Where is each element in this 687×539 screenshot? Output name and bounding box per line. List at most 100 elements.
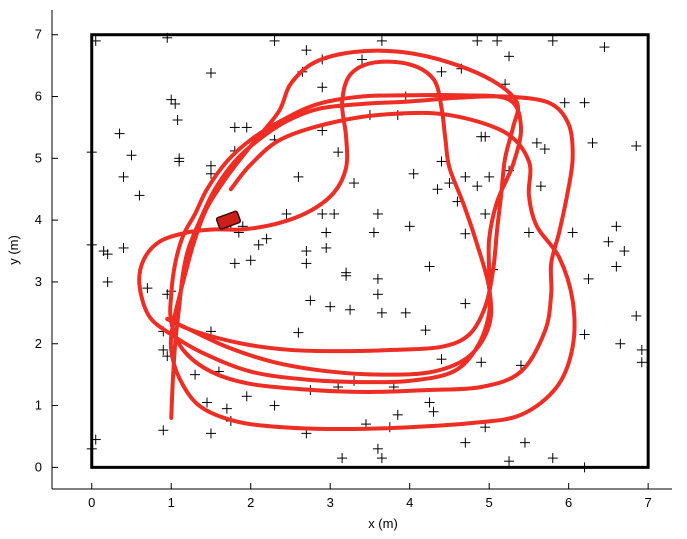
landmark-plus [611, 221, 622, 232]
landmark-plus [325, 301, 336, 312]
landmark-plus [190, 369, 201, 380]
landmark-plus [281, 208, 292, 219]
landmark-plus [472, 181, 483, 192]
landmark-plus [329, 208, 340, 219]
robot-body [215, 210, 242, 230]
landmark-plus [293, 171, 304, 182]
landmark-plus [162, 32, 173, 43]
axes [51, 10, 672, 490]
landmark-plus [484, 171, 495, 182]
landmark-plus [460, 437, 471, 448]
y-tick-label: 3 [35, 274, 42, 289]
landmark-plus [519, 437, 530, 448]
landmark-plus [114, 128, 125, 139]
landmark-plus [205, 168, 216, 179]
landmark-plus [615, 338, 626, 349]
landmark-plus [436, 156, 447, 167]
x-tick-label: 0 [88, 495, 95, 510]
landmark-plus [547, 35, 558, 46]
landmark-plus [241, 122, 252, 133]
landmark-plus [269, 35, 280, 46]
landmark-plus [368, 227, 379, 238]
x-tick-label: 2 [247, 495, 254, 510]
trajectory-line [137, 48, 577, 432]
landmark-plus [480, 131, 491, 142]
landmark-plus [269, 400, 280, 411]
landmark-plus [404, 221, 415, 232]
landmark-plus [436, 354, 447, 365]
landmark-plus [504, 456, 515, 467]
landmark-plus [170, 98, 181, 109]
x-tick-label: 7 [645, 495, 652, 510]
y-tick-label: 1 [35, 398, 42, 413]
landmark-plus [202, 397, 212, 408]
landmark-plus [118, 171, 129, 182]
landmark-plus [376, 453, 387, 464]
y-tick-label: 6 [35, 89, 42, 104]
landmark-plus [400, 307, 411, 318]
landmark-plus [424, 261, 435, 272]
landmark-plus [492, 35, 503, 46]
landmark-plus [599, 42, 610, 53]
landmark-plus [476, 357, 487, 368]
landmark-plus [611, 261, 622, 272]
landmark-plus [392, 409, 403, 420]
landmark-plus [636, 344, 647, 355]
landmark-plus [301, 45, 312, 56]
landmark-plus [172, 115, 183, 126]
landmark-plus [420, 325, 431, 336]
y-tick-label: 2 [35, 336, 42, 351]
x-tick-label: 3 [327, 495, 334, 510]
landmark-plus [436, 66, 447, 77]
landmark-plus [372, 273, 383, 284]
landmark-plus [142, 283, 153, 294]
landmark-plus [86, 147, 97, 158]
landmark-plus [376, 307, 387, 318]
landmark-plus [317, 125, 328, 136]
landmark-plus [372, 289, 383, 300]
x-tick-label: 1 [168, 495, 175, 510]
y-tick-label: 4 [35, 212, 42, 227]
landmark-plus [535, 181, 546, 192]
landmark-plus [428, 406, 439, 417]
landmark-plus [547, 453, 558, 464]
landmark-plus [460, 171, 471, 182]
landmark-plus [321, 227, 332, 238]
landmark-plus [432, 184, 443, 195]
landmark-plus [579, 329, 590, 340]
landmark-plus [539, 144, 550, 155]
landmark-plus [166, 94, 177, 105]
trajectory-series [137, 48, 577, 432]
x-tick-label: 4 [406, 495, 413, 510]
landmark-plus [376, 35, 387, 46]
landmark-plus [559, 97, 570, 108]
x-ticks: 0 1 2 3 4 5 6 7 [88, 483, 652, 510]
landmark-plus [90, 35, 101, 46]
y-tick-label: 0 [35, 459, 42, 474]
landmark-plus [90, 434, 101, 445]
landmark-plus [253, 239, 264, 250]
robot-marker [215, 210, 242, 230]
landmark-plus [408, 168, 419, 179]
landmark-plus [261, 233, 272, 244]
landmark-plus [86, 443, 97, 454]
x-axis-label: x (m) [368, 516, 398, 531]
landmark-plus [631, 140, 642, 151]
landmark-plus [460, 228, 471, 239]
landmark-plus [444, 178, 455, 189]
landmark-plus [229, 122, 240, 133]
landmark-plus [118, 242, 129, 253]
arena-boundary [90, 33, 650, 469]
landmark-plus [579, 462, 590, 473]
landmark-plus [619, 246, 630, 257]
landmark-plus [472, 35, 483, 46]
landmark-plus [305, 295, 316, 306]
landmark-plus [504, 51, 515, 62]
landmark-plus [293, 327, 304, 338]
landmark-plus [603, 236, 614, 247]
landmark-plus [579, 97, 590, 108]
landmark-plus [357, 54, 367, 65]
landmark-plus [523, 227, 534, 238]
landmark-plus [424, 397, 435, 408]
